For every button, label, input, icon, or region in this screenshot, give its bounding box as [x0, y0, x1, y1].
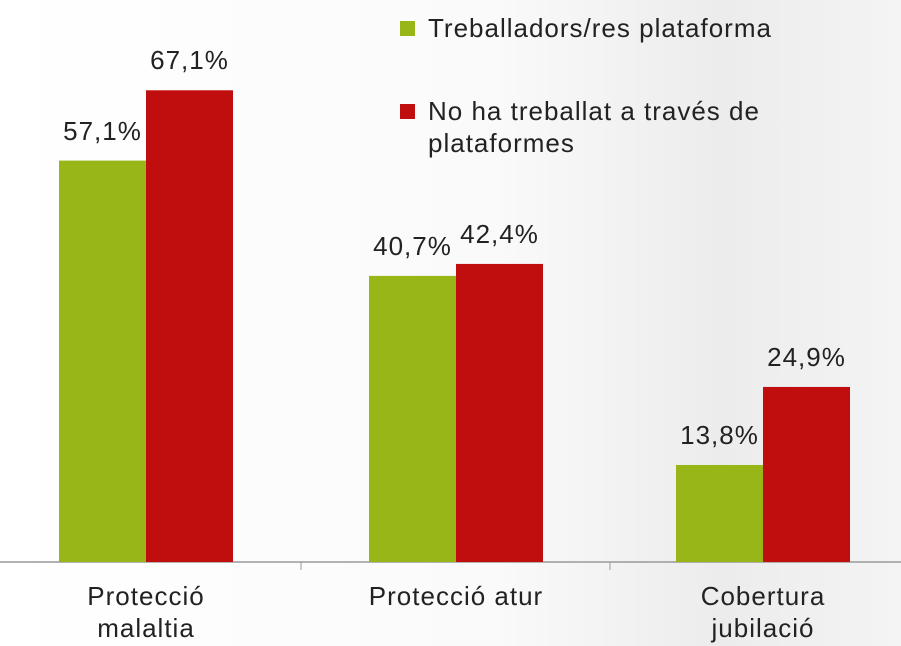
bar: [369, 276, 456, 562]
x-tick-label: Protecció malaltia: [46, 580, 246, 644]
value-label: 67,1%: [130, 44, 250, 76]
value-label: 42,4%: [440, 218, 560, 250]
legend-label: Treballadors/res plataforma: [428, 12, 898, 44]
bar: [59, 161, 146, 562]
value-label: 24,9%: [747, 341, 867, 373]
value-label: 13,8%: [660, 419, 780, 451]
legend-swatch: [400, 104, 415, 119]
legend-label: No ha treballat a través de plataformes: [428, 95, 898, 159]
bar: [146, 90, 233, 562]
value-label: 57,1%: [43, 115, 163, 147]
page: {"chart_data": {"type": "bar", "categori…: [0, 0, 901, 646]
x-tick-label: Cobertura jubilació: [663, 580, 863, 644]
bar: [676, 465, 763, 562]
bar: [763, 387, 850, 562]
bar: [456, 264, 543, 562]
legend-swatch: [400, 21, 415, 36]
x-tick-label: Protecció atur: [316, 580, 596, 612]
